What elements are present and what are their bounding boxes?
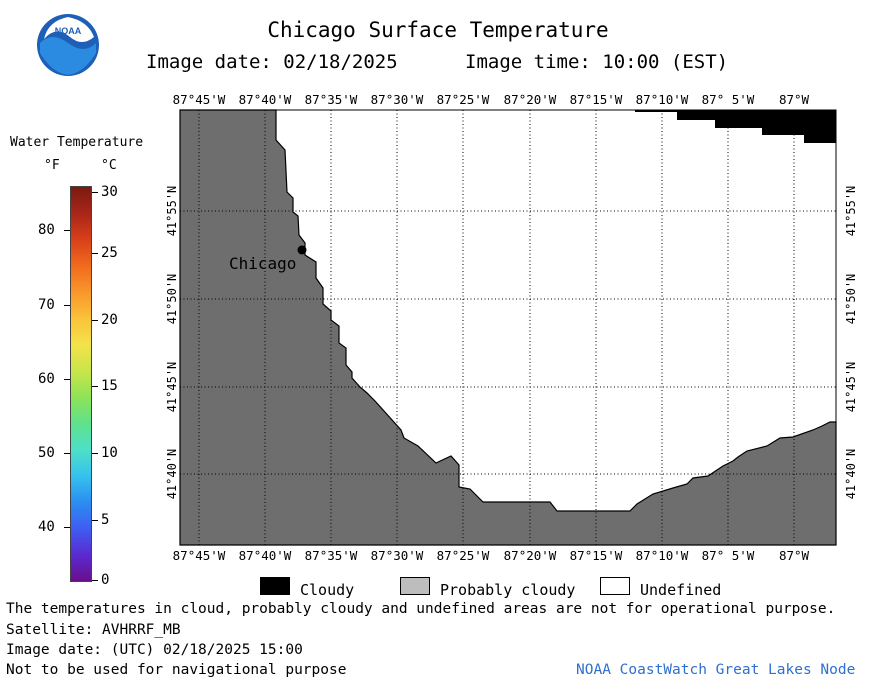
- longitude-label-top: 87°25'W: [436, 92, 490, 107]
- celsius-tick: 25: [101, 245, 118, 261]
- longitude-label-bottom: 87°20'W: [503, 548, 557, 563]
- longitude-label-bottom: 87°10'W: [635, 548, 689, 563]
- unit-celsius: °C: [101, 158, 117, 173]
- fahrenheit-tick: 70: [38, 297, 55, 313]
- celsius-tick-mark: [92, 520, 98, 521]
- celsius-tick: 10: [101, 445, 118, 461]
- legend-undefined-swatch: [600, 577, 630, 595]
- chicago-marker: [297, 245, 307, 255]
- longitude-label-top: 87°45'W: [172, 92, 226, 107]
- latitude-label-left: 41°45'N: [165, 361, 179, 413]
- celsius-tick-mark: [92, 320, 98, 321]
- longitude-label-top: 87°35'W: [304, 92, 358, 107]
- celsius-tick-mark: [92, 386, 98, 387]
- celsius-tick-mark: [92, 253, 98, 254]
- celsius-tick: 5: [101, 512, 110, 528]
- celsius-tick: 0: [101, 572, 110, 588]
- credit-link[interactable]: NOAA CoastWatch Great Lakes Node: [576, 662, 856, 678]
- longitude-label-bottom: 87°45'W: [172, 548, 226, 563]
- graticule: [180, 110, 836, 545]
- longitude-label-bottom: 87°15'W: [569, 548, 623, 563]
- fahrenheit-tick-mark: [64, 230, 70, 231]
- colorbar: [70, 186, 92, 582]
- legend-cloudy-label: Cloudy: [300, 581, 355, 599]
- celsius-tick: 30: [101, 184, 118, 200]
- footer-note: The temperatures in cloud, probably clou…: [6, 601, 836, 617]
- image-time: Image time: 10:00 (EST): [465, 51, 729, 73]
- legend-probably-cloudy-swatch: [400, 577, 430, 595]
- longitude-label-top: 87°10'W: [635, 92, 689, 107]
- navigation-note: Not to be used for navigational purpose: [6, 662, 347, 678]
- unit-fahrenheit: °F: [44, 158, 60, 173]
- fahrenheit-tick-mark: [64, 379, 70, 380]
- longitude-label-top: 87° 5'W: [701, 92, 755, 107]
- fahrenheit-tick: 80: [38, 222, 55, 238]
- utc-date: Image date: (UTC) 02/18/2025 15:00: [6, 642, 303, 658]
- logo-text: NOAA: [55, 26, 82, 36]
- legend-undefined-label: Undefined: [640, 581, 722, 599]
- longitude-label-bottom: 87° 5'W: [701, 548, 755, 563]
- longitude-label-top: 87°30'W: [370, 92, 424, 107]
- longitude-label-top: 87°W: [778, 92, 810, 107]
- page-title: Chicago Surface Temperature: [267, 18, 609, 42]
- longitude-label-bottom: 87°25'W: [436, 548, 490, 563]
- longitude-label-top: 87°40'W: [238, 92, 292, 107]
- fahrenheit-tick-mark: [64, 453, 70, 454]
- celsius-tick-mark: [92, 453, 98, 454]
- latitude-label-right: 41°55'N: [844, 185, 858, 237]
- latitude-label-left: 41°50'N: [165, 273, 179, 325]
- latitude-label-left: 41°55'N: [165, 185, 179, 237]
- colorbar-title: Water Temperature: [10, 135, 144, 150]
- latitude-label-left: 41°40'N: [165, 448, 179, 500]
- celsius-tick: 15: [101, 378, 118, 394]
- legend-cloudy-swatch: [260, 577, 290, 595]
- longitude-label-bottom: 87°30'W: [370, 548, 424, 563]
- image-date: Image date: 02/18/2025: [146, 51, 398, 73]
- celsius-tick: 20: [101, 312, 118, 328]
- fahrenheit-tick-mark: [64, 305, 70, 306]
- fahrenheit-tick: 40: [38, 519, 55, 535]
- longitude-label-top: 87°15'W: [569, 92, 623, 107]
- satellite-info: Satellite: AVHRRF_MB: [6, 622, 181, 638]
- celsius-tick-mark: [92, 580, 98, 581]
- longitude-label-bottom: 87°40'W: [238, 548, 292, 563]
- cloudy-area: [635, 110, 836, 143]
- longitude-label-top: 87°20'W: [503, 92, 557, 107]
- noaa-logo-icon: NOAA: [36, 13, 100, 77]
- longitude-label-bottom: 87°W: [778, 548, 810, 563]
- latitude-label-right: 41°45'N: [844, 361, 858, 413]
- legend-probably-cloudy-label: Probably cloudy: [440, 581, 576, 599]
- fahrenheit-tick: 60: [38, 371, 55, 387]
- latitude-label-right: 41°50'N: [844, 273, 858, 325]
- longitude-label-bottom: 87°35'W: [304, 548, 358, 563]
- fahrenheit-tick: 50: [38, 445, 55, 461]
- fahrenheit-tick-mark: [64, 527, 70, 528]
- land-area: [179, 109, 837, 546]
- latitude-label-right: 41°40'N: [844, 448, 858, 500]
- celsius-tick-mark: [92, 192, 98, 193]
- city-label: Chicago: [229, 254, 297, 273]
